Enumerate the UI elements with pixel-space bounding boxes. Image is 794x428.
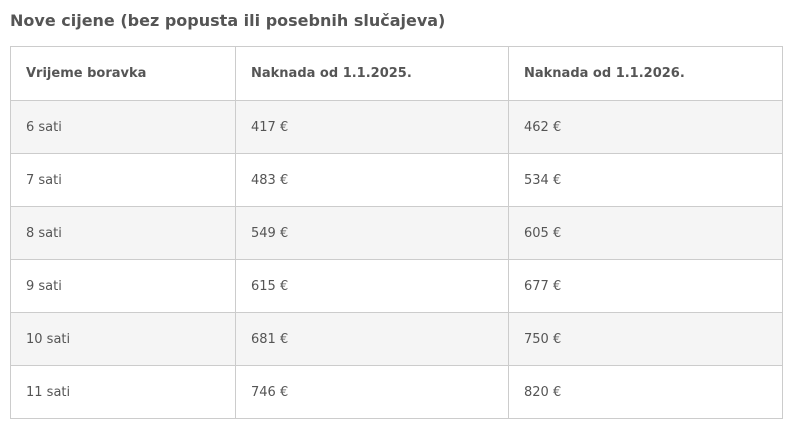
cell-fee-2026: 534 €: [508, 153, 783, 207]
cell-fee-2025: 615 €: [235, 259, 509, 313]
table-row: 11 sati 746 € 820 €: [10, 365, 783, 419]
header-fee-2025: Naknada od 1.1.2025.: [235, 46, 509, 101]
header-duration: Vrijeme boravka: [10, 46, 236, 101]
table-header-row: Vrijeme boravka Naknada od 1.1.2025. Nak…: [10, 46, 783, 101]
price-table: Vrijeme boravka Naknada od 1.1.2025. Nak…: [10, 46, 783, 419]
cell-fee-2026: 750 €: [508, 312, 783, 366]
cell-fee-2026: 462 €: [508, 100, 783, 154]
table-row: 6 sati 417 € 462 €: [10, 100, 783, 154]
cell-fee-2026: 605 €: [508, 206, 783, 260]
cell-duration: 7 sati: [10, 153, 236, 207]
table-row: 7 sati 483 € 534 €: [10, 153, 783, 207]
cell-duration: 8 sati: [10, 206, 236, 260]
cell-fee-2025: 681 €: [235, 312, 509, 366]
header-fee-2026: Naknada od 1.1.2026.: [508, 46, 783, 101]
cell-fee-2025: 746 €: [235, 365, 509, 419]
cell-fee-2025: 549 €: [235, 206, 509, 260]
cell-duration: 11 sati: [10, 365, 236, 419]
cell-fee-2025: 417 €: [235, 100, 509, 154]
cell-fee-2026: 820 €: [508, 365, 783, 419]
table-row: 8 sati 549 € 605 €: [10, 206, 783, 260]
cell-duration: 6 sati: [10, 100, 236, 154]
page-title: Nove cijene (bez popusta ili posebnih sl…: [10, 11, 446, 30]
cell-duration: 9 sati: [10, 259, 236, 313]
cell-duration: 10 sati: [10, 312, 236, 366]
cell-fee-2025: 483 €: [235, 153, 509, 207]
cell-fee-2026: 677 €: [508, 259, 783, 313]
table-row: 10 sati 681 € 750 €: [10, 312, 783, 366]
table-row: 9 sati 615 € 677 €: [10, 259, 783, 313]
